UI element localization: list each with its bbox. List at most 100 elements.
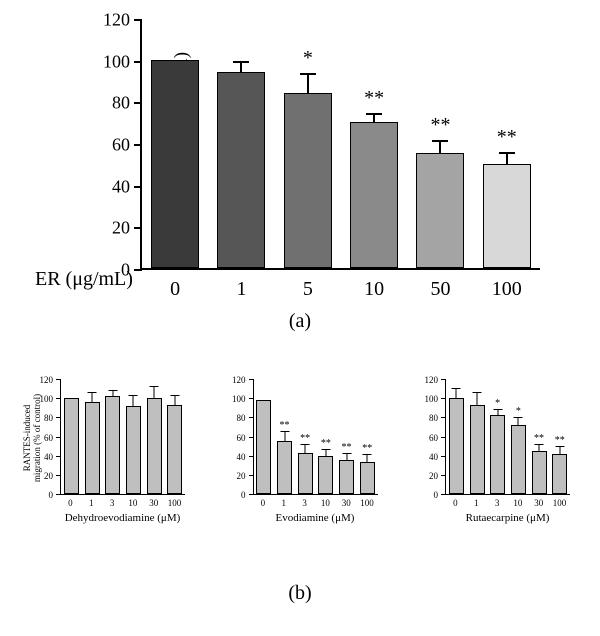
x-category-label: 10 xyxy=(507,498,528,508)
significance-marker: ** xyxy=(555,435,565,446)
x-categories-b: 0131030100 xyxy=(60,498,185,508)
error-bar xyxy=(154,387,155,399)
ytick-label: 120 xyxy=(40,375,54,385)
bar xyxy=(511,425,526,494)
x-category-label: 30 xyxy=(336,498,357,508)
error-bar xyxy=(559,447,560,454)
bar-slot: * xyxy=(508,380,529,494)
bar-slot xyxy=(102,380,123,494)
chart-a-plot: 020406080100120*******0151050100 xyxy=(140,20,540,270)
bar xyxy=(147,398,162,494)
error-bar xyxy=(456,389,457,399)
significance-marker: * xyxy=(516,406,521,417)
bar-slot xyxy=(123,380,144,494)
x-category-label: 0 xyxy=(445,498,466,508)
bar-slot: ** xyxy=(407,20,473,268)
bar-slot: ** xyxy=(316,380,337,494)
error-bar xyxy=(477,393,478,405)
bar xyxy=(167,405,182,494)
bar xyxy=(256,400,271,494)
error-bar xyxy=(240,62,242,72)
bar xyxy=(350,122,398,268)
ytick-label: 100 xyxy=(425,394,439,404)
error-bar xyxy=(92,393,93,402)
ytick-label: 40 xyxy=(44,452,53,462)
x-axis-label-b: Dehydroevodiamine (μM) xyxy=(60,512,185,524)
bar-slot xyxy=(446,380,467,494)
x-axis-label-b: Evodiamine (μM) xyxy=(253,512,378,524)
ytick-label: 20 xyxy=(112,218,130,239)
ytick-label: 60 xyxy=(44,433,53,443)
significance-marker: * xyxy=(495,398,500,409)
bar xyxy=(490,415,505,494)
ytick-label: 40 xyxy=(112,176,130,197)
panel-b-label: (b) xyxy=(0,582,600,605)
bar xyxy=(64,398,79,494)
bar-slot: ** xyxy=(529,380,550,494)
x-category-label: 1 xyxy=(466,498,487,508)
x-axis-label-a: ER (μg/mL) xyxy=(35,268,133,291)
x-categories-a: 0151050100 xyxy=(142,278,540,301)
ytick-label: 40 xyxy=(429,452,438,462)
ytick-label: 0 xyxy=(49,490,54,500)
x-category-label: 0 xyxy=(60,498,81,508)
x-category-label: 3 xyxy=(487,498,508,508)
ytick-label: 20 xyxy=(429,471,438,481)
x-axis-label-b: Rutaecarpine (μM) xyxy=(445,512,570,524)
x-category-label: 100 xyxy=(549,498,570,508)
bar-slot: ** xyxy=(295,380,316,494)
bar xyxy=(284,93,332,268)
error-bar xyxy=(506,153,508,163)
x-category-label: 0 xyxy=(253,498,274,508)
x-category-label: 1 xyxy=(273,498,294,508)
ytick-label: 0 xyxy=(241,490,246,500)
x-category-label: 10 xyxy=(341,278,407,301)
ytick-label: 100 xyxy=(103,51,130,72)
ytick-label: 100 xyxy=(40,394,54,404)
significance-marker: ** xyxy=(280,420,290,431)
x-category-label: 100 xyxy=(357,498,378,508)
bar xyxy=(105,396,120,494)
bar xyxy=(151,60,199,268)
bar xyxy=(318,456,333,494)
significance-marker: ** xyxy=(364,87,384,110)
bar xyxy=(360,462,375,494)
x-category-label: 5 xyxy=(275,278,341,301)
small-chart: 020406080100120******0131030100Rutaecarp… xyxy=(405,370,580,550)
error-bar xyxy=(518,418,519,425)
ytick-label: 100 xyxy=(232,394,246,404)
bar xyxy=(339,460,354,494)
ytick-label: 60 xyxy=(237,433,246,443)
x-category-label: 0 xyxy=(142,278,208,301)
bar-slot: ** xyxy=(549,380,570,494)
x-category-label: 3 xyxy=(102,498,123,508)
panel-b: RANTES-inducedmigration (% of control)02… xyxy=(20,370,580,580)
ytick-label: 20 xyxy=(44,471,53,481)
error-bar xyxy=(284,432,285,442)
bar-slot: * xyxy=(275,20,341,268)
error-bar xyxy=(307,74,309,93)
significance-marker: ** xyxy=(497,126,517,149)
x-category-label: 100 xyxy=(164,498,185,508)
x-category-label: 1 xyxy=(81,498,102,508)
small-chart: RANTES-inducedmigration (% of control)02… xyxy=(20,370,195,550)
bar-slot xyxy=(254,380,275,494)
error-bar xyxy=(439,141,441,154)
significance-marker: * xyxy=(303,47,313,70)
bar xyxy=(470,405,485,494)
significance-marker: ** xyxy=(534,433,544,444)
significance-marker: ** xyxy=(362,443,372,454)
significance-marker: ** xyxy=(342,442,352,453)
ytick-label: 80 xyxy=(44,413,53,423)
significance-marker: ** xyxy=(430,114,450,137)
bar-slot: ** xyxy=(336,380,357,494)
bar-slot xyxy=(82,380,103,494)
bar xyxy=(483,164,531,268)
bar xyxy=(552,454,567,494)
bar-slot xyxy=(208,20,274,268)
x-category-label: 10 xyxy=(315,498,336,508)
error-bar xyxy=(373,114,375,122)
x-category-label: 100 xyxy=(474,278,540,301)
small-plot: 020406080100120 xyxy=(60,380,185,495)
bar xyxy=(416,153,464,268)
